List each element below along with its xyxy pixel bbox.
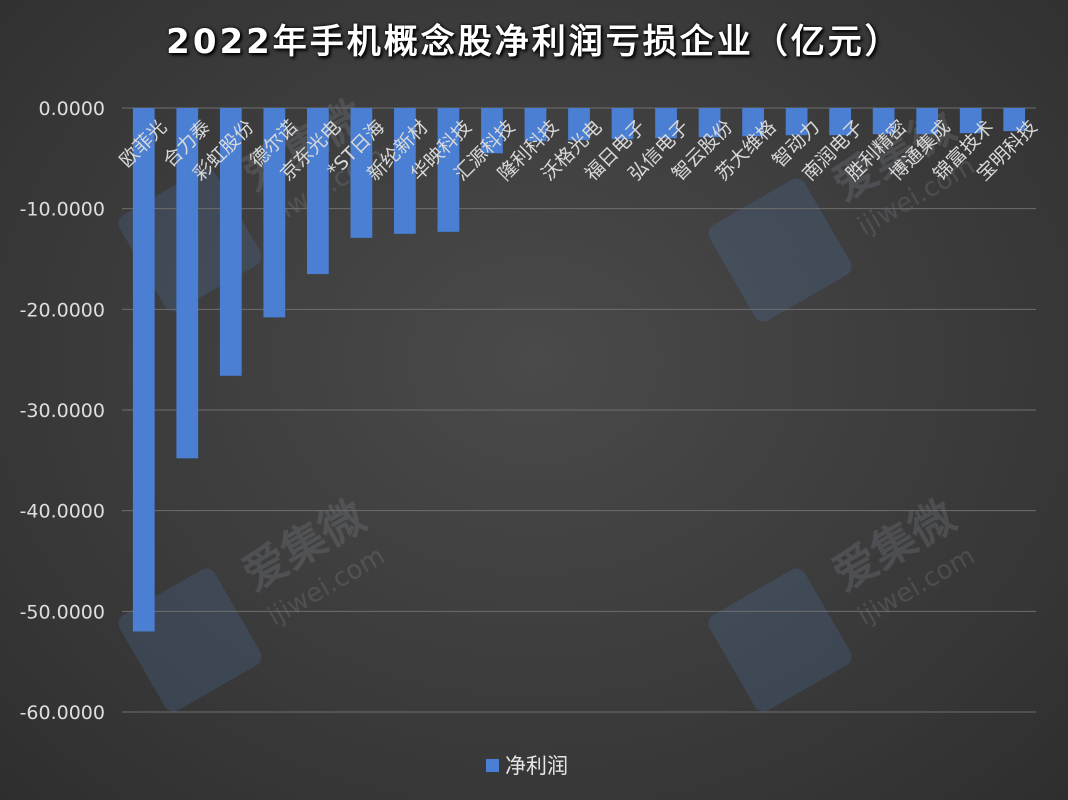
bar	[872, 108, 895, 135]
bar	[959, 108, 982, 134]
bar	[655, 108, 677, 139]
bar	[829, 108, 852, 136]
legend: 净利润	[486, 750, 568, 780]
bar	[394, 108, 416, 234]
bar	[132, 108, 155, 632]
bar	[698, 108, 721, 138]
y-tick-label: -30.0000	[20, 400, 105, 422]
bar	[306, 108, 329, 275]
bar	[916, 108, 939, 135]
legend-label: 净利润	[505, 754, 568, 778]
y-tick-label: -60.0000	[20, 702, 105, 724]
bar	[437, 108, 460, 232]
bar	[742, 108, 764, 137]
bar	[350, 108, 373, 238]
chart-title: 2022年手机概念股净利润亏损企业（亿元）	[166, 22, 902, 62]
bar	[611, 108, 634, 140]
bar	[176, 108, 199, 459]
y-tick-label: 0.0000	[39, 98, 105, 120]
bar	[1003, 108, 1026, 132]
legend-swatch	[486, 758, 499, 772]
bar	[263, 108, 286, 318]
bar	[785, 108, 808, 136]
bar	[524, 108, 547, 142]
bar	[219, 108, 242, 376]
y-tick-label: -40.0000	[20, 501, 105, 523]
bar	[568, 108, 590, 141]
watermark-box	[708, 178, 852, 322]
y-tick-label: -50.0000	[20, 601, 105, 623]
bar	[481, 108, 503, 154]
y-tick-label: -20.0000	[20, 299, 105, 321]
y-tick-label: -10.0000	[20, 199, 105, 221]
watermark-box	[708, 568, 852, 712]
